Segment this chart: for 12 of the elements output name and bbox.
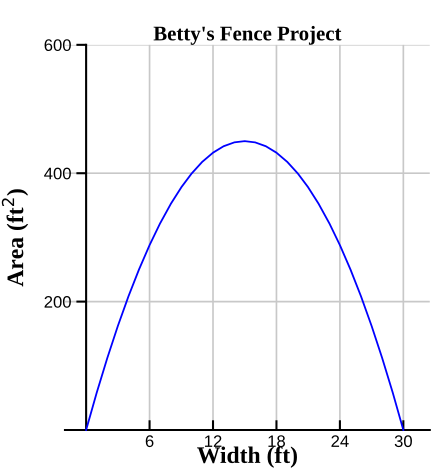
x-tick-label: 6 — [146, 435, 154, 448]
x-tick-label: 30 — [394, 435, 412, 448]
line-series — [85, 140, 404, 431]
y-tick-label: 200 — [44, 296, 71, 308]
x-axis-title: Width (ft) — [197, 446, 297, 468]
x-tick-label: 12 — [205, 435, 222, 447]
y-tick-label: 600 — [44, 39, 71, 52]
chart-title: Betty's Fence Project — [154, 26, 342, 45]
x-tick-label: 18 — [268, 435, 285, 448]
y-tick-label: 400 — [44, 168, 71, 180]
x-tick-label: 24 — [331, 435, 349, 447]
y-axis-title: Area (ft$^{2}$) — [2, 189, 28, 287]
